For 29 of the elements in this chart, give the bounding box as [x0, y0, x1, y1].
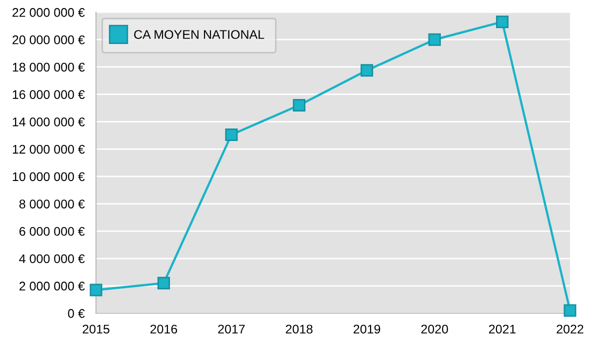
y-tick-label: 8 000 000 € [19, 200, 85, 208]
x-tick-label: 2019 [354, 324, 380, 334]
y-tick-label: 16 000 000 € [12, 90, 85, 99]
y-tick-label: 22 000 000 € [12, 8, 85, 17]
y-tick-label: 14 000 000 € [12, 118, 85, 126]
point [90, 284, 102, 296]
point [496, 16, 509, 28]
point [428, 33, 441, 46]
y-tick-label: 6 000 000 € [19, 226, 85, 236]
y-tick-label: 4 000 000 € [19, 254, 85, 264]
legend-label: CA MOYEN NATIONAL [134, 30, 264, 39]
point [360, 64, 374, 77]
x-tick-label: 2016 [150, 324, 178, 334]
y-tick-label: 20 000 000 € [12, 35, 85, 44]
x-tick-label: 2022 [556, 324, 584, 334]
y-tick-label: 10 000 000 € [12, 172, 85, 182]
x-tick-label: 2017 [218, 324, 245, 334]
point [564, 304, 576, 317]
y-tick-label: 2 000 000 € [19, 282, 85, 291]
y-tick-label: 18 000 000 € [12, 62, 85, 72]
x-tick-label: 2018 [286, 324, 313, 334]
point [292, 99, 306, 112]
x-tick-label: 2021 [489, 324, 516, 334]
x-tick-label: 2015 [82, 324, 110, 334]
y-tick-label: 0 € [68, 309, 85, 318]
point [225, 128, 238, 141]
point [157, 276, 170, 290]
x-tick-label: 2020 [421, 324, 448, 334]
y-tick-label: 12 000 000 € [12, 144, 85, 154]
